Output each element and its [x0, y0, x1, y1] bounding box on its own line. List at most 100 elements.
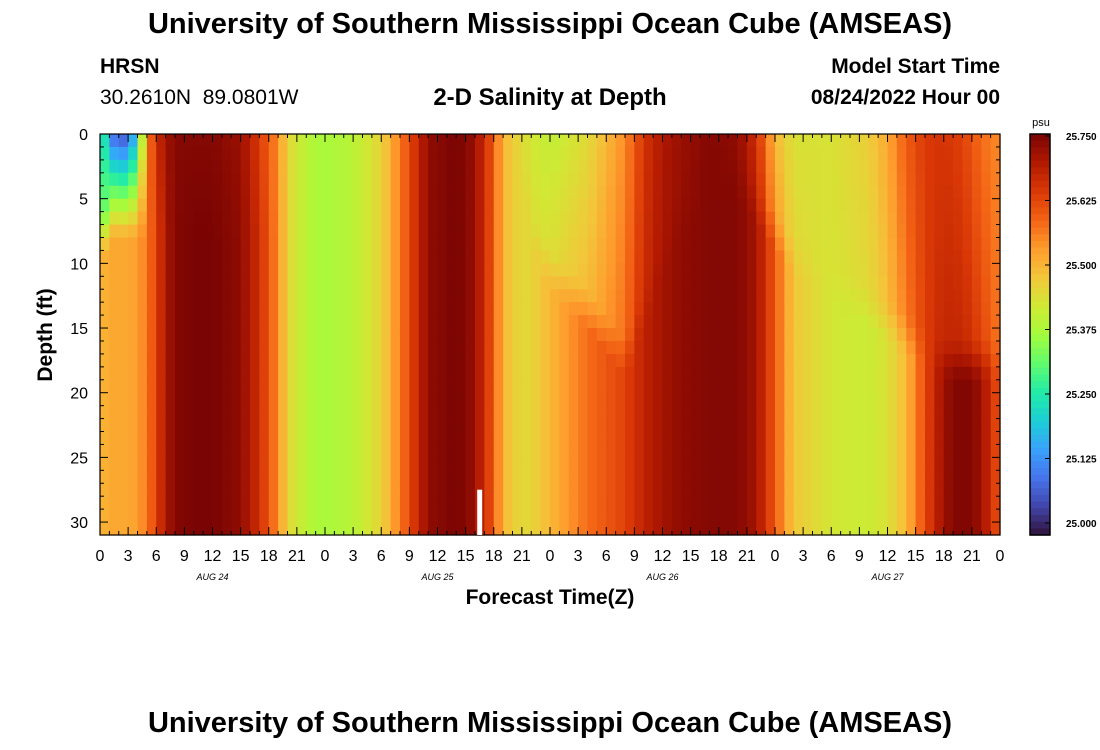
- heatmap-cell: [221, 263, 232, 277]
- heatmap-cell: [118, 379, 129, 394]
- heatmap-cell: [475, 159, 485, 174]
- heatmap-cell: [775, 457, 785, 471]
- heatmap-cell: [465, 328, 476, 342]
- heatmap-cell: [615, 250, 626, 264]
- heatmap-cell: [146, 444, 157, 458]
- heatmap-cell: [306, 263, 317, 277]
- heatmap-cell: [643, 146, 654, 161]
- heatmap-cell: [287, 289, 298, 303]
- heatmap-cell: [100, 522, 110, 536]
- heatmap-cell: [156, 379, 167, 394]
- heatmap-cell: [690, 522, 701, 536]
- heatmap-cell: [578, 250, 589, 264]
- heatmap-cell: [456, 172, 467, 187]
- heatmap-cell: [925, 366, 935, 381]
- heatmap-cell: [400, 263, 410, 277]
- heatmap-cell: [456, 224, 467, 239]
- heatmap-cell: [700, 431, 710, 446]
- heatmap-cell: [821, 340, 832, 355]
- heatmap-cell: [306, 237, 317, 252]
- heatmap-cell: [409, 302, 420, 316]
- heatmap-cell: [428, 134, 439, 148]
- heatmap-cell: [268, 185, 279, 200]
- heatmap-cell: [840, 224, 851, 239]
- footer-title: University of Southern Mississippi Ocean…: [147, 707, 953, 739]
- heatmap-cell: [634, 134, 645, 148]
- colorbar-segment: [1030, 521, 1050, 529]
- heatmap-cell: [990, 405, 1001, 420]
- heatmap-cell: [606, 431, 617, 446]
- heatmap-cell: [475, 211, 485, 226]
- heatmap-cell: [287, 146, 298, 161]
- heatmap-cell: [221, 315, 232, 329]
- heatmap-cell: [503, 134, 514, 148]
- heatmap-cell: [465, 276, 476, 290]
- heatmap-cell: [334, 470, 345, 484]
- heatmap-cell: [850, 431, 860, 446]
- heatmap-cell: [184, 522, 195, 536]
- heatmap-cell: [109, 302, 120, 316]
- heatmap-cell: [268, 276, 279, 290]
- heatmap-cell: [953, 224, 964, 239]
- heatmap-cell: [606, 159, 617, 174]
- heatmap-cell: [109, 444, 120, 458]
- heatmap-cell: [681, 496, 692, 510]
- heatmap-cell: [306, 340, 317, 355]
- heatmap-cell: [212, 276, 223, 290]
- heatmap-cell: [971, 224, 982, 239]
- colorbar-segment: [1030, 234, 1050, 242]
- heatmap-cell: [859, 418, 870, 433]
- heatmap-cell: [259, 340, 270, 355]
- heatmap-cell: [325, 496, 335, 510]
- heatmap-cell: [437, 146, 448, 161]
- heatmap-cell: [250, 224, 260, 239]
- heatmap-cell: [915, 470, 926, 484]
- heatmap-cell: [437, 444, 448, 458]
- heatmap-cell: [465, 263, 476, 277]
- heatmap-cell: [325, 134, 335, 148]
- heatmap-cell: [109, 379, 120, 394]
- heatmap-cell: [803, 263, 814, 277]
- heatmap-cell: [971, 159, 982, 174]
- colorbar-unit: psu: [1032, 117, 1050, 129]
- heatmap-cell: [306, 198, 317, 213]
- x-tick-label: 21: [963, 548, 981, 565]
- heatmap-cell: [625, 496, 635, 510]
- heatmap-cell: [615, 457, 626, 471]
- heatmap-cell: [681, 431, 692, 446]
- heatmap-cell: [821, 392, 832, 407]
- heatmap-cell: [409, 263, 420, 277]
- heatmap-cell: [128, 146, 139, 161]
- heatmap-cell: [615, 353, 626, 368]
- heatmap-cell: [371, 457, 382, 471]
- heatmap-cell: [128, 302, 139, 316]
- heatmap-cell: [503, 172, 514, 187]
- heatmap-cell: [278, 470, 289, 484]
- heatmap-cell: [184, 146, 195, 161]
- heatmap-cell: [746, 444, 757, 458]
- heatmap-cell: [259, 431, 270, 446]
- colorbar-segment: [1030, 174, 1050, 182]
- heatmap-cell: [278, 237, 289, 252]
- heatmap-cell: [850, 366, 860, 381]
- heatmap-cell: [756, 263, 767, 277]
- heatmap-cell: [662, 146, 673, 161]
- heatmap-cell: [784, 250, 795, 264]
- heatmap-cell: [784, 340, 795, 355]
- heatmap-cell: [203, 418, 214, 433]
- heatmap-cell: [371, 444, 382, 458]
- heatmap-cell: [831, 379, 842, 394]
- heatmap-cell: [428, 211, 439, 226]
- heatmap-cell: [475, 250, 485, 264]
- heatmap-cell: [756, 185, 767, 200]
- heatmap-cell: [681, 340, 692, 355]
- heatmap-cell: [221, 159, 232, 174]
- heatmap-cell: [184, 405, 195, 420]
- heatmap-cell: [812, 159, 823, 174]
- heatmap-cell: [315, 224, 326, 239]
- heatmap-cell: [878, 328, 889, 342]
- heatmap-cell: [812, 522, 823, 536]
- x-tick-label: 3: [349, 548, 358, 565]
- heatmap-cell: [615, 444, 626, 458]
- heatmap-cell: [315, 353, 326, 368]
